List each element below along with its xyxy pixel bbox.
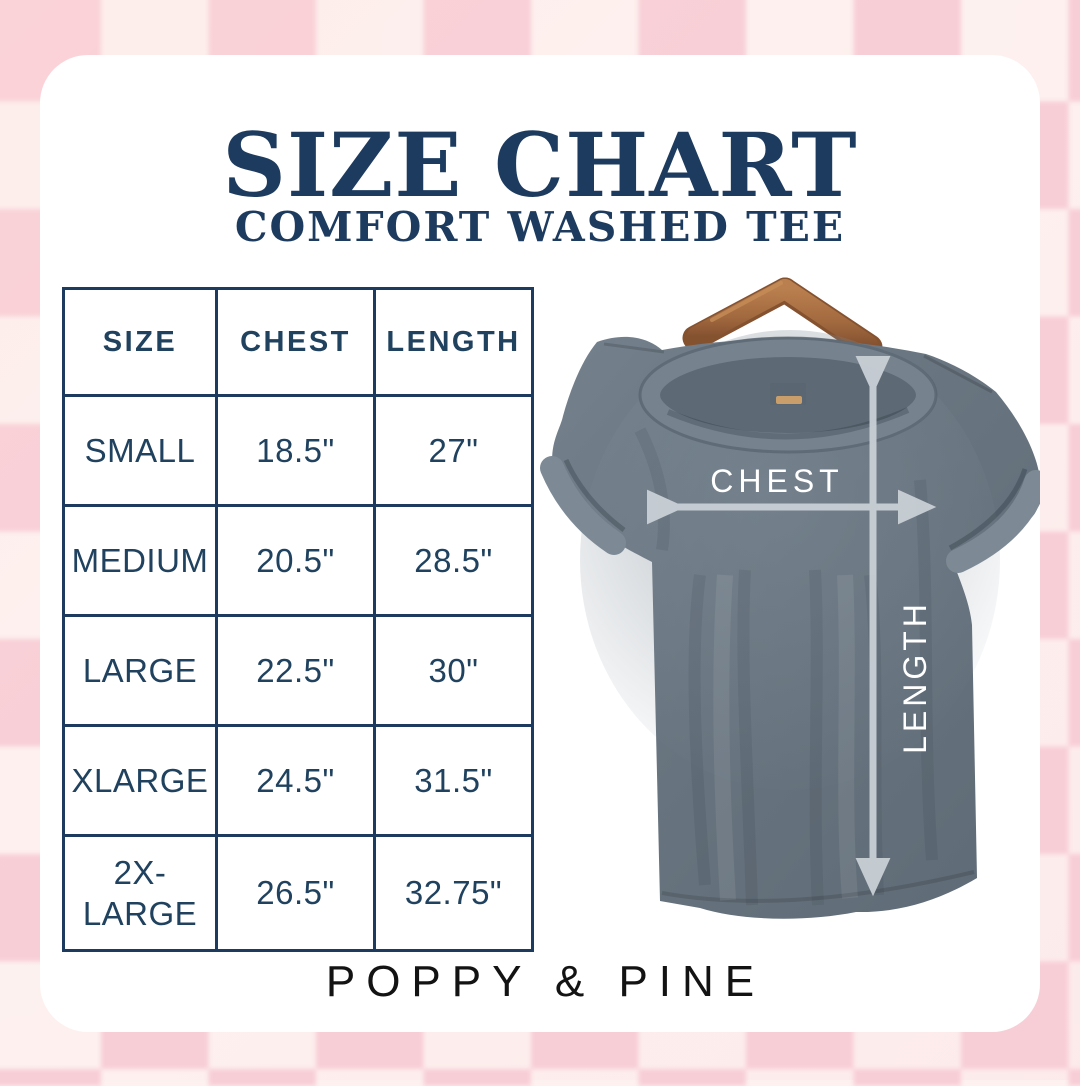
tshirt-shape: [540, 330, 1040, 919]
brand-name: POPPY & PINE: [325, 957, 766, 1006]
length-cell: 31.5": [373, 724, 534, 837]
chest-cell: 26.5": [215, 834, 376, 952]
size-cell: MEDIUM: [62, 504, 218, 617]
column-header-chest: CHEST: [215, 287, 376, 397]
table-row: MEDIUM 20.5" 28.5": [62, 504, 534, 617]
table-row: LARGE 22.5" 30": [62, 614, 534, 727]
chest-cell: 18.5": [215, 394, 376, 507]
chest-cell: 24.5": [215, 724, 376, 837]
chest-cell: 22.5": [215, 614, 376, 727]
length-cell: 32.75": [373, 834, 534, 952]
table-header-row: SIZE CHEST LENGTH: [62, 287, 534, 397]
page-subtitle: COMFORT WASHED TEE: [234, 203, 846, 251]
chest-label: CHEST: [710, 463, 843, 499]
size-cell: SMALL: [62, 394, 218, 507]
size-cell: 2X-LARGE: [62, 834, 218, 952]
collar: [638, 336, 938, 454]
column-header-length: LENGTH: [373, 287, 534, 397]
size-cell: XLARGE: [62, 724, 218, 837]
length-cell: 28.5": [373, 504, 534, 617]
measurement-arrows: [646, 355, 937, 897]
table-row: 2X-LARGE 26.5" 32.75": [62, 834, 534, 952]
size-cell: LARGE: [62, 614, 218, 727]
highlights: [713, 574, 858, 901]
column-header-size: SIZE: [62, 287, 218, 397]
table-row: XLARGE 24.5" 31.5": [62, 724, 534, 837]
table-row: SMALL 18.5" 27": [62, 394, 534, 507]
length-label: LENGTH: [897, 600, 933, 754]
length-cell: 30": [373, 614, 534, 727]
hanger-icon: [682, 277, 883, 360]
tshirt-measurement-diagram: CHEST LENGTH: [540, 270, 1040, 935]
size-chart-card: SIZE CHART COMFORT WASHED TEE SIZE CHEST…: [40, 55, 1040, 1032]
size-table: SIZE CHEST LENGTH SMALL 18.5" 27" MEDIUM…: [62, 287, 534, 952]
page-title: SIZE CHART: [222, 113, 858, 217]
length-cell: 27": [373, 394, 534, 507]
chest-cell: 20.5": [215, 504, 376, 617]
